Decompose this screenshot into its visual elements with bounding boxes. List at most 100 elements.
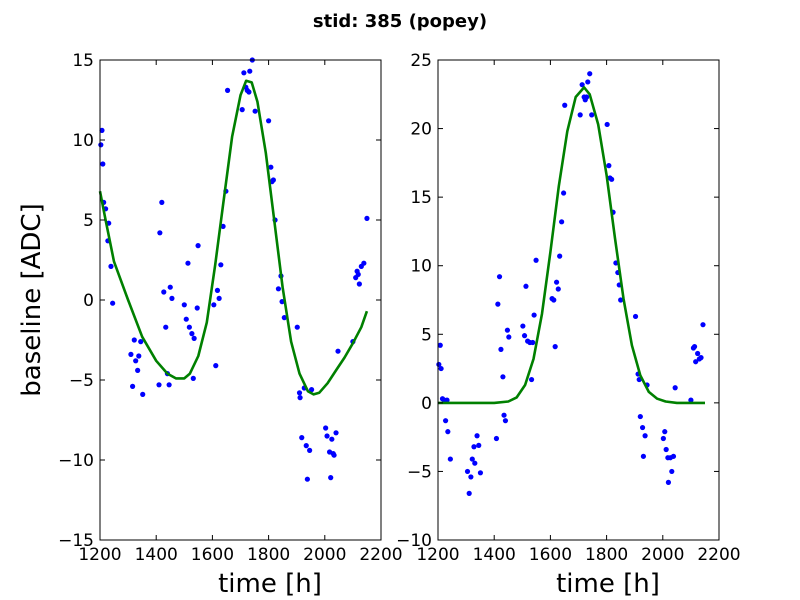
data-point [331,452,337,458]
data-point [579,82,585,88]
data-point [476,442,482,448]
data-point [181,302,187,308]
x-axis-label: time [h] [218,569,322,599]
data-point [129,383,136,389]
data-point [361,260,367,266]
data-point [299,435,305,441]
data-point [691,344,698,350]
data-point [474,433,480,439]
data-point [308,387,315,393]
data-point [189,331,195,337]
data-points [436,71,706,496]
data-point [498,346,504,352]
data-point [275,286,282,292]
data-point [133,358,139,364]
data-point [466,490,472,496]
data-point [186,324,192,330]
data-point [270,177,276,183]
data-point [239,107,245,113]
x-tick-label: 1400 [135,545,178,565]
data-point [445,429,451,435]
data-point [138,339,144,345]
data-point [584,94,590,100]
y-tick-label: 10 [72,131,94,151]
data-point [156,382,162,388]
data-point [660,435,666,442]
data-point [437,342,443,348]
data-point [364,215,370,221]
data-point [447,456,453,462]
axes-frame [437,59,720,541]
data-point [268,164,274,170]
data-point [281,315,287,321]
y-tick-label: 0 [83,291,94,311]
data-point [670,453,677,459]
data-point [241,70,247,76]
data-point [585,79,591,85]
data-point [700,322,706,328]
data-point [157,230,163,236]
data-point [695,350,701,357]
data-point [324,433,330,439]
data-point [213,363,219,369]
data-point [495,301,501,307]
data-point [135,367,141,373]
right-panel: time [h] 1200 1400 1600 1800 2000 2200 −10 −5 0 5… [396,51,741,599]
y-tick-label: 20 [410,120,432,140]
data-point [637,413,643,420]
data-point [224,87,231,93]
data-point [131,337,137,343]
data-point [307,447,313,453]
data-point [521,333,528,339]
data-point [669,468,675,475]
data-point [577,112,583,118]
data-point [618,297,624,303]
data-point [100,161,106,167]
data-point [531,312,537,318]
data-point [502,418,509,424]
x-tick-label: 1400 [473,545,516,565]
y-tick-label: −5 [407,462,432,482]
data-point [356,281,362,287]
data-point [604,121,610,128]
data-point [530,339,536,346]
data-point [296,390,303,396]
y-tick-label: 5 [421,325,432,345]
x-tick-label: 1800 [585,545,628,565]
data-point [663,446,669,453]
data-point [698,355,704,361]
data-point [640,453,647,459]
data-point [552,344,558,350]
data-point [329,436,335,442]
data-point [555,286,561,292]
data-point [110,300,116,306]
data-point [520,323,526,329]
data-point [562,102,568,108]
x-tick-label: 2200 [359,545,402,565]
data-point [163,324,169,330]
y-tick-label: 10 [410,257,432,277]
data-point [589,112,595,118]
data-point [98,142,104,148]
data-point [557,253,563,259]
data-point [528,376,535,383]
data-point [672,385,678,391]
data-point [464,468,471,475]
data-point [477,470,484,476]
data-point [304,476,310,482]
data-point [551,297,557,303]
data-point [662,429,668,435]
y-tick-label: −5 [69,371,94,391]
data-point [442,418,449,424]
y-tick-label: −10 [58,451,94,471]
data-point [496,274,503,280]
data-point [252,108,258,114]
left-panel: baseline [ADC] time [h] 1200 1400 1600 1800… [17,51,403,599]
y-tick-label: 15 [72,51,94,71]
data-point [328,475,334,481]
data-point [501,412,507,418]
data-point [438,365,444,372]
data-point [211,302,217,308]
data-point [136,353,142,359]
